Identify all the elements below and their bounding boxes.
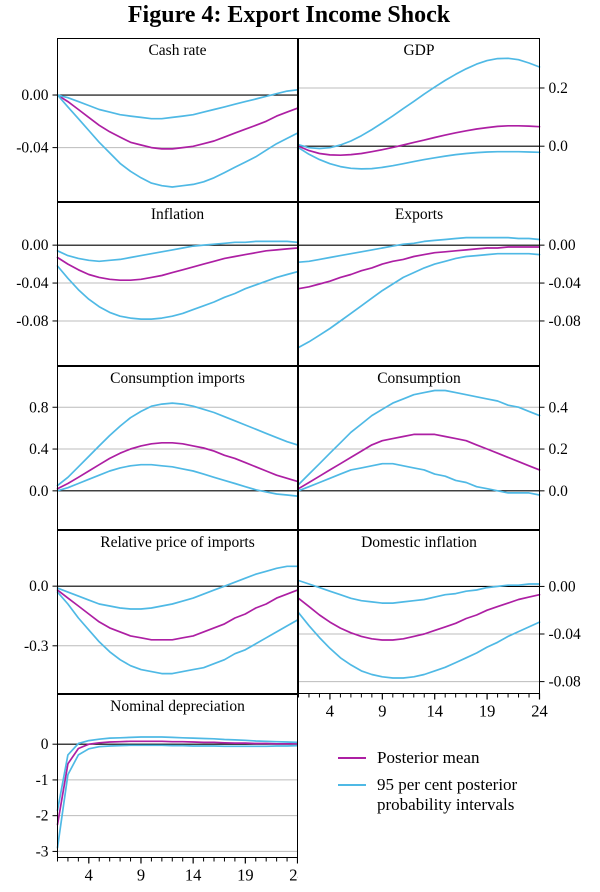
svg-text:0.0: 0.0: [29, 483, 49, 500]
chart-consumption: 0.4 0.2 0.0 Consumption: [298, 366, 600, 530]
svg-text:0.2: 0.2: [549, 441, 568, 458]
svg-text:9: 9: [137, 866, 145, 885]
svg-text:0.0: 0.0: [549, 483, 569, 500]
svg-text:-3: -3: [36, 843, 49, 860]
svg-text:0: 0: [41, 736, 49, 753]
svg-text:-1: -1: [36, 772, 49, 789]
svg-text:Consumption: Consumption: [377, 370, 461, 387]
svg-text:0.4: 0.4: [549, 399, 569, 416]
svg-text:Consumption imports: Consumption imports: [110, 370, 245, 387]
chart-nominal-depreciation: 0 -1 -2 -3 4 9 14 19 24 Nominal depreciation: [0, 694, 298, 886]
svg-text:-2: -2: [36, 808, 49, 825]
svg-text:-0.04: -0.04: [16, 140, 49, 157]
svg-text:0.8: 0.8: [29, 399, 49, 416]
svg-text:Exports: Exports: [395, 206, 443, 223]
svg-text:GDP: GDP: [403, 42, 434, 59]
svg-text:Domestic inflation: Domestic inflation: [361, 534, 477, 551]
svg-text:-0.04: -0.04: [549, 275, 582, 292]
svg-text:0.00: 0.00: [549, 237, 576, 254]
svg-text:-0.08: -0.08: [549, 674, 582, 691]
svg-text:-0.3: -0.3: [24, 638, 49, 655]
svg-text:0.00: 0.00: [549, 578, 576, 595]
legend: Posterior mean 95 per cent posterior pro…: [338, 748, 582, 822]
svg-text:-0.04: -0.04: [549, 626, 582, 643]
legend-label-posterior-mean: Posterior mean: [377, 748, 480, 767]
svg-text:14: 14: [185, 866, 202, 885]
svg-text:-0.08: -0.08: [549, 313, 582, 330]
svg-text:9: 9: [378, 702, 386, 721]
chart-gdp: 0.2 0.0 GDP: [298, 38, 600, 202]
svg-text:0.4: 0.4: [29, 441, 49, 458]
svg-text:4: 4: [326, 702, 334, 721]
probability-interval-line-swatch: [338, 783, 366, 787]
figure-title: Figure 4: Export Income Shock: [127, 2, 451, 28]
svg-text:4: 4: [85, 866, 93, 885]
svg-text:Cash rate: Cash rate: [148, 42, 206, 59]
svg-text:24: 24: [289, 866, 298, 885]
svg-text:0.2: 0.2: [549, 80, 568, 97]
svg-text:Relative price of imports: Relative price of imports: [100, 534, 255, 551]
svg-text:19: 19: [479, 702, 496, 721]
svg-text:19: 19: [237, 866, 254, 885]
svg-text:0.00: 0.00: [21, 237, 48, 254]
svg-text:0.0: 0.0: [549, 138, 569, 155]
svg-text:Inflation: Inflation: [151, 206, 205, 223]
posterior-mean-line-swatch: [338, 757, 366, 760]
svg-text:24: 24: [531, 702, 548, 721]
svg-text:0.00: 0.00: [21, 87, 48, 104]
legend-label-probability-intervals: 95 per cent posterior probability interv…: [377, 774, 518, 815]
legend-item-posterior-mean: Posterior mean: [338, 748, 582, 769]
chart-relative-price-of-imports: 0.0 -0.3 Relative price of imports: [0, 530, 298, 694]
svg-text:-0.04: -0.04: [16, 275, 49, 292]
chart-domestic-inflation: 0.00 -0.04 -0.08 4 9 14 19 24 Domestic inflation: [298, 530, 600, 722]
chart-exports: 0.00 -0.04 -0.08 Exports: [298, 202, 600, 366]
svg-text:0.0: 0.0: [29, 578, 49, 595]
chart-cash-rate: 0.00 -0.04 Cash rate: [0, 38, 298, 202]
svg-text:14: 14: [426, 702, 443, 721]
chart-inflation: 0.00 -0.04 -0.08 Inflation: [0, 202, 298, 366]
svg-text:Nominal depreciation: Nominal depreciation: [110, 698, 245, 715]
legend-item-probability-intervals: 95 per cent posterior probability interv…: [338, 775, 582, 816]
svg-text:-0.08: -0.08: [16, 313, 49, 330]
chart-consumption-imports: 0.8 0.4 0.0 Consumption imports: [0, 366, 298, 530]
